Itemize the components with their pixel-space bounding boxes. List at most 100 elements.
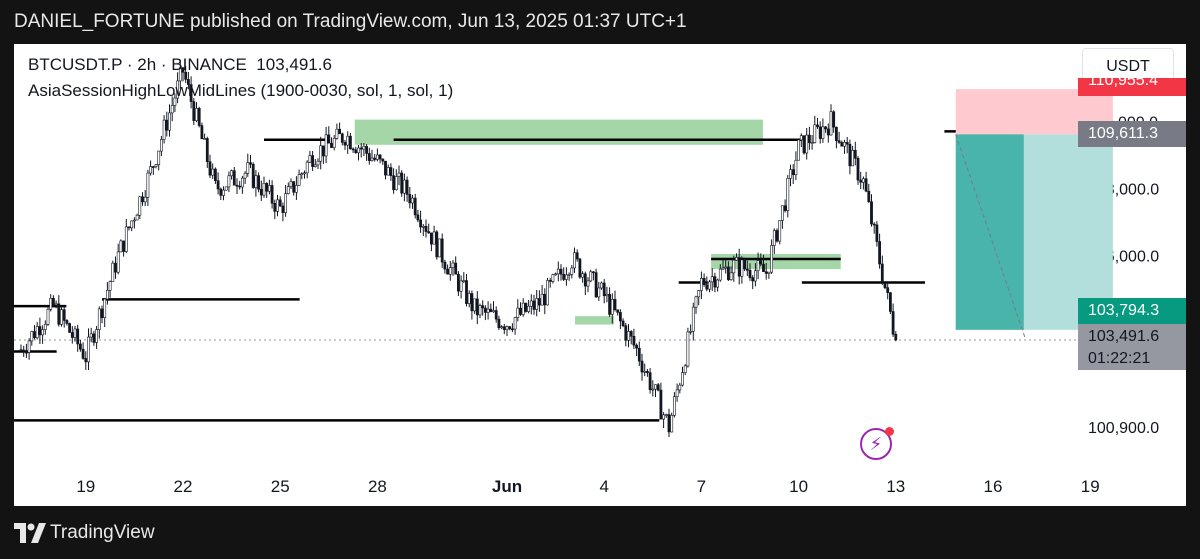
candle-body bbox=[365, 146, 369, 154]
candle-body bbox=[162, 119, 166, 140]
symbol-info[interactable]: BTCUSDT.P · 2h · BINANCE bbox=[28, 55, 247, 74]
candle-body bbox=[648, 372, 652, 390]
candle-body bbox=[324, 134, 328, 157]
target-price-badge: 103,794.3 bbox=[1078, 298, 1186, 324]
candle-body bbox=[473, 298, 477, 312]
candle-body bbox=[241, 177, 244, 188]
candle-body bbox=[564, 274, 568, 280]
candle-body bbox=[467, 293, 471, 304]
candle-body bbox=[481, 305, 485, 309]
candle-body bbox=[772, 230, 776, 246]
candle-body bbox=[843, 141, 846, 147]
x-tick-label: 7 bbox=[697, 477, 706, 496]
current-price-badge: 103,491.6 01:22:21 bbox=[1078, 324, 1186, 370]
candle-body bbox=[351, 148, 355, 151]
candle-body bbox=[92, 333, 96, 343]
candle-body bbox=[797, 139, 801, 161]
candle-body bbox=[605, 293, 609, 297]
candle-body bbox=[35, 326, 39, 339]
candle-body bbox=[570, 267, 574, 275]
candle-body bbox=[95, 329, 99, 343]
candle-body bbox=[870, 201, 873, 225]
candle-body bbox=[751, 277, 755, 282]
x-tick-label: 10 bbox=[789, 477, 808, 496]
candle-body bbox=[583, 273, 587, 287]
candle-body bbox=[591, 271, 595, 274]
candle-body bbox=[735, 257, 738, 261]
candle-body bbox=[429, 232, 433, 245]
candle-body bbox=[578, 258, 582, 278]
candle-body bbox=[305, 161, 309, 174]
lightning-bolt-icon[interactable]: ⚡ bbox=[860, 427, 894, 460]
candle-body bbox=[402, 179, 406, 194]
candle-body bbox=[203, 138, 207, 140]
candle-body bbox=[300, 173, 304, 175]
candle-body bbox=[135, 214, 139, 221]
candle-body bbox=[600, 282, 603, 289]
chart-panel[interactable]: 19222528Jun4710131619110,000.0108,000.01… bbox=[14, 44, 1186, 506]
candle-body bbox=[508, 326, 512, 330]
candle-body bbox=[713, 276, 717, 288]
candle-body bbox=[737, 257, 741, 277]
candle-body bbox=[710, 276, 714, 283]
candle-body bbox=[537, 298, 541, 306]
candle-body bbox=[521, 302, 525, 315]
candle-body bbox=[875, 224, 879, 242]
candle-body bbox=[535, 298, 539, 310]
candle-body bbox=[238, 185, 242, 188]
indicator-label[interactable]: AsiaSessionHighLowMidLines (1900-0030, s… bbox=[28, 81, 454, 100]
candle-body bbox=[73, 328, 77, 338]
candle-body bbox=[197, 108, 201, 126]
candle-body bbox=[705, 284, 709, 290]
candle-body bbox=[149, 166, 153, 174]
candle-body bbox=[378, 154, 382, 160]
candle-body bbox=[624, 325, 628, 341]
candle-body bbox=[332, 138, 336, 148]
candle-body bbox=[567, 274, 571, 276]
candle-body bbox=[475, 298, 479, 316]
candle-body bbox=[343, 142, 347, 146]
candle-body bbox=[246, 162, 250, 174]
candle-body bbox=[888, 292, 892, 312]
candle-body bbox=[432, 231, 436, 245]
price-chart[interactable]: 19222528Jun4710131619110,000.0108,000.01… bbox=[14, 44, 1186, 506]
candle-body bbox=[411, 197, 414, 204]
candle-body bbox=[845, 141, 849, 145]
candle-body bbox=[103, 298, 107, 318]
candle-body bbox=[97, 308, 101, 330]
candle-body bbox=[748, 270, 752, 278]
brand-name: TradingView bbox=[50, 522, 155, 543]
candle-body bbox=[832, 111, 836, 128]
candle-body bbox=[251, 163, 255, 188]
candle-body bbox=[691, 306, 695, 332]
candle-body bbox=[756, 260, 760, 272]
candle-body bbox=[786, 178, 790, 211]
candle-body bbox=[492, 310, 495, 313]
candle-body bbox=[211, 168, 215, 176]
candle-body bbox=[826, 128, 830, 136]
candle-body bbox=[319, 145, 323, 162]
tradingview-logo-icon bbox=[14, 523, 46, 543]
candle-body bbox=[759, 260, 763, 265]
x-tick-label: 28 bbox=[368, 477, 387, 496]
candle-body bbox=[851, 149, 855, 167]
candle-body bbox=[546, 280, 549, 306]
candle-body bbox=[483, 307, 487, 313]
candle-body bbox=[122, 240, 126, 252]
candle-body bbox=[276, 199, 279, 212]
candle-body bbox=[694, 296, 698, 308]
candle-body bbox=[330, 142, 333, 148]
candle-body bbox=[510, 328, 514, 331]
candle-body bbox=[65, 320, 69, 324]
candle-body bbox=[292, 181, 296, 193]
candle-body bbox=[494, 310, 498, 320]
candle-body bbox=[154, 164, 158, 167]
candle-body bbox=[308, 155, 312, 163]
candle-body bbox=[278, 199, 282, 207]
candle-body bbox=[770, 245, 774, 273]
session-range-box bbox=[711, 254, 841, 270]
candle-body bbox=[681, 372, 684, 386]
candle-body bbox=[446, 268, 450, 275]
candle-body bbox=[551, 274, 555, 282]
candle-body bbox=[62, 309, 66, 321]
